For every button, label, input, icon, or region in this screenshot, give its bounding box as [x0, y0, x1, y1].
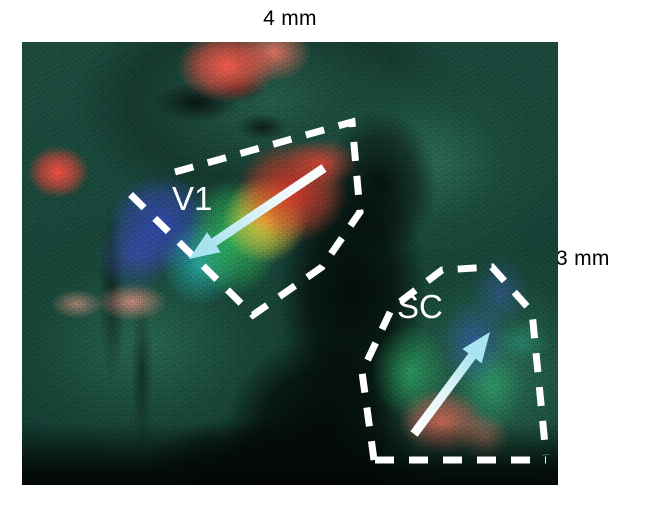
sc-roi-outline	[358, 263, 550, 461]
brain-imaging-map: V1 SC	[22, 42, 558, 485]
sc-arrow-head	[462, 332, 490, 364]
scale-label-vertical: 3 mm	[556, 247, 610, 270]
bottom-dark-edge	[22, 42, 558, 485]
scale-label-horizontal: 4 mm	[263, 7, 317, 30]
v1-direction-arrow	[189, 164, 327, 259]
v1-arrow-shaft	[206, 164, 327, 250]
sc-direction-arrow	[410, 332, 490, 437]
v1-roi-outline	[125, 117, 364, 320]
v1-region-label: V1	[172, 180, 212, 217]
sc-arrow-shaft	[410, 348, 480, 437]
v1-arrow-head	[189, 232, 221, 259]
annotation-overlay: V1 SC	[125, 117, 550, 464]
sc-region-label: SC	[397, 288, 443, 325]
